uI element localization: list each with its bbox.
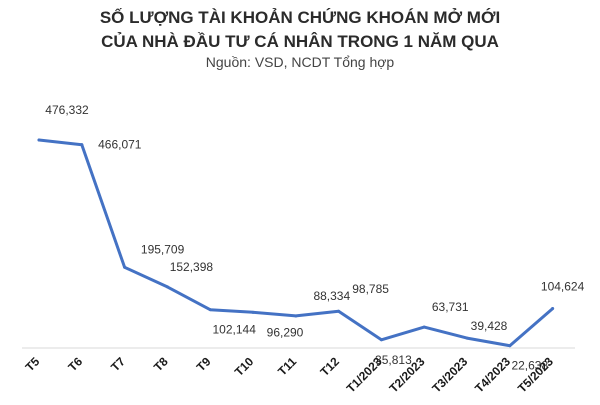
- chart-title-line1: SỐ LƯỢNG TÀI KHOẢN CHỨNG KHOÁN MỞ MỚI: [100, 7, 500, 27]
- x-tick-label: T1/2023: [344, 354, 385, 395]
- data-label: 102,144: [213, 323, 257, 337]
- data-point: [166, 285, 169, 288]
- chart-title-line2: CỦA NHÀ ĐẦU TƯ CÁ NHÂN TRONG 1 NĂM QUA: [101, 32, 499, 51]
- x-tick-label: T11: [275, 354, 299, 378]
- x-tick-label: T7: [108, 354, 128, 374]
- x-tick-label: T4/2023: [472, 354, 513, 395]
- data-point: [466, 337, 469, 340]
- x-tick-label: T5: [23, 354, 43, 374]
- data-label: 63,731: [432, 300, 469, 314]
- data-point: [380, 338, 383, 341]
- data-label: 476,332: [45, 103, 89, 117]
- data-point: [551, 307, 554, 310]
- x-tick-label: T12: [317, 354, 342, 379]
- data-point: [337, 310, 340, 313]
- data-point: [80, 143, 83, 146]
- data-label: 88,334: [313, 289, 350, 303]
- x-tick-label: T6: [65, 354, 85, 374]
- data-point: [294, 314, 297, 317]
- data-label: 195,709: [141, 242, 185, 256]
- data-point: [38, 139, 41, 142]
- data-label: 39,428: [471, 319, 508, 333]
- data-label: 152,398: [170, 260, 214, 274]
- x-tick-label: T8: [151, 354, 171, 374]
- data-point: [508, 344, 511, 347]
- x-tick-label: T10: [232, 354, 257, 379]
- x-tick-label: T3/2023: [429, 354, 470, 395]
- data-point: [123, 266, 126, 269]
- data-label: 98,785: [352, 282, 389, 296]
- data-point: [423, 326, 426, 329]
- x-tick-label: T9: [194, 354, 214, 374]
- data-label: 96,290: [267, 325, 304, 339]
- data-label: 104,624: [541, 280, 585, 294]
- data-label: 466,071: [98, 138, 142, 152]
- chart-subtitle: Nguồn: VSD, NCDT Tổng hợp: [206, 54, 395, 70]
- data-point: [252, 311, 255, 314]
- data-point: [209, 308, 212, 311]
